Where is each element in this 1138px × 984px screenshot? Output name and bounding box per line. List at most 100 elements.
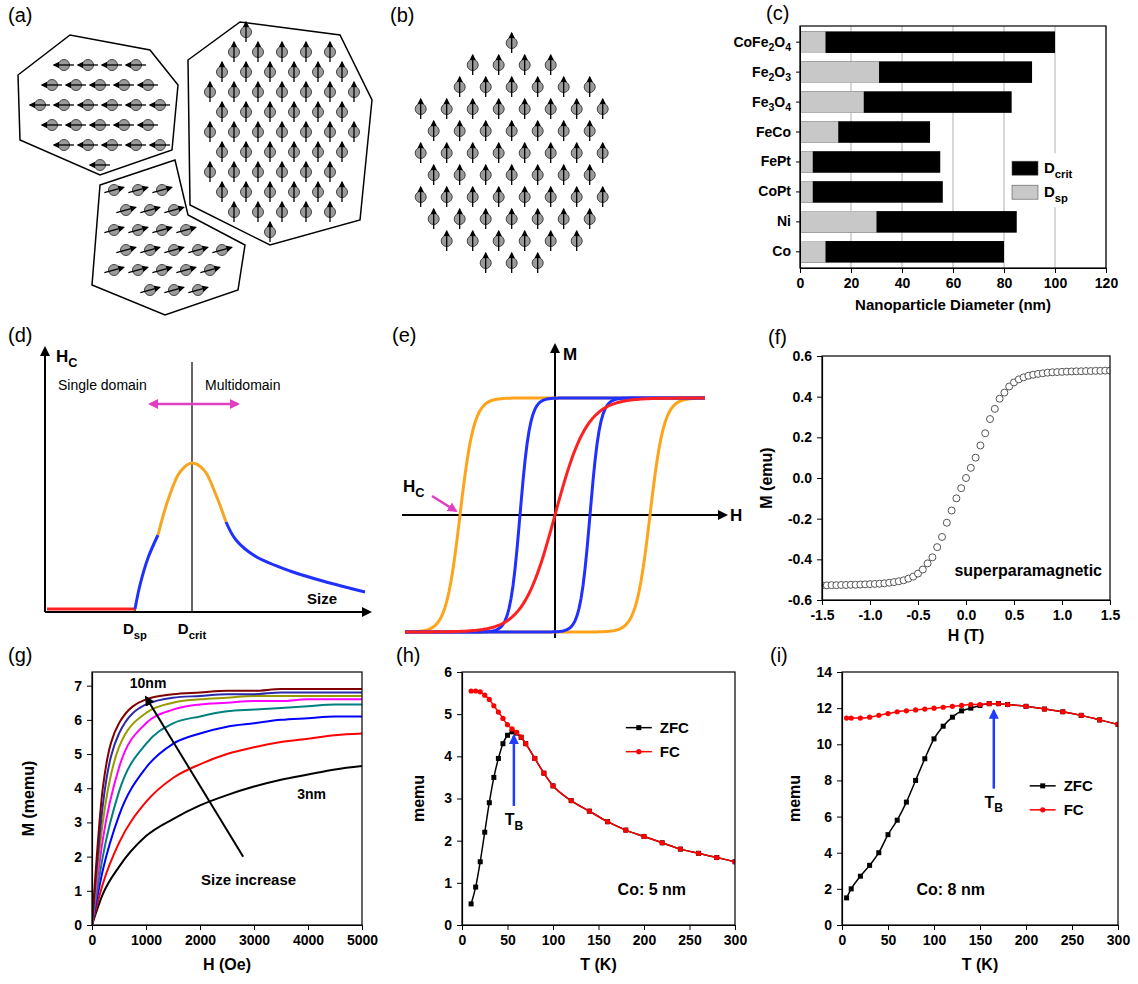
- spin-arrow: [459, 165, 460, 185]
- data-point: [519, 734, 524, 739]
- tick-label: 1: [444, 875, 452, 891]
- text-part: Co: 5 nm: [618, 881, 686, 898]
- axis: 050100150200250300: [459, 925, 748, 948]
- size-label: Dcrit: [178, 620, 207, 641]
- tick-label: 4: [74, 780, 82, 796]
- tick-label: 6: [824, 809, 832, 825]
- data-point: [660, 840, 665, 845]
- text-part: M: [563, 345, 577, 364]
- subscript: B: [994, 801, 1003, 815]
- tick-label: Fe2O3: [752, 64, 791, 83]
- tick-mark: [1118, 925, 1119, 930]
- data-point: [987, 701, 992, 706]
- spin-arrow: [550, 99, 551, 119]
- spin-arrow: [78, 144, 98, 145]
- spin-arrow: [269, 142, 270, 162]
- tick-mark: [553, 925, 554, 930]
- panel-label: (f): [768, 326, 787, 348]
- plot-frame: [462, 672, 735, 925]
- text-part: D: [178, 620, 189, 637]
- spin-arrow: [233, 162, 234, 182]
- data-point: [867, 715, 872, 720]
- text-part: (g): [8, 644, 32, 666]
- tick: 80: [997, 268, 1013, 291]
- spin-arrow: [104, 187, 123, 192]
- tick-label: 0: [824, 917, 832, 933]
- tick: 6: [824, 809, 842, 825]
- spin-arrow: [138, 124, 158, 125]
- data-point: [929, 554, 936, 561]
- text-part: Multidomain: [205, 377, 280, 393]
- spin-arrow: [305, 82, 306, 102]
- spin-arrow: [269, 182, 270, 202]
- tick-mark: [796, 161, 800, 162]
- data-point: [1005, 702, 1010, 707]
- data-point: [931, 706, 936, 711]
- data-point: [886, 832, 891, 837]
- spin-arrow: [420, 143, 421, 163]
- tick-label: 60: [946, 275, 962, 291]
- axis: CoFe2O4Fe2O3Fe3O4FeCoFePtCoPtNiCo: [733, 27, 800, 269]
- spin-arrow: [116, 207, 135, 212]
- panel-h: (h)0501001502002503000123456T (K)memuZFC…: [396, 644, 747, 973]
- tick: -0.4: [788, 551, 822, 567]
- spin-arrow: [116, 247, 135, 252]
- data-point: [1097, 717, 1102, 722]
- data-point: [977, 702, 982, 707]
- tick-mark: [87, 754, 92, 755]
- series-line: [92, 716, 362, 925]
- bar: [800, 91, 1012, 113]
- data-point: [714, 855, 719, 860]
- tick-label: -1.5: [810, 607, 834, 623]
- tick-label: -0.6: [788, 592, 812, 608]
- tick: 2: [824, 881, 842, 897]
- tick-label: 2: [74, 849, 82, 865]
- tick-label: 5: [444, 706, 452, 722]
- spin-arrow: [90, 84, 110, 85]
- spin-arrow: [459, 209, 460, 229]
- tick: 0.0: [957, 600, 977, 623]
- spin-arrow: [563, 77, 564, 97]
- spin-arrow: [90, 164, 110, 165]
- tick-mark: [1072, 925, 1073, 930]
- spin-arrow: [341, 102, 342, 122]
- tick-mark: [1026, 925, 1027, 930]
- data-point: [895, 818, 900, 823]
- data-point: [876, 850, 881, 855]
- spin-arrow: [446, 143, 447, 163]
- tick-label: -0.2: [788, 511, 812, 527]
- tick: Fe2O3: [752, 64, 800, 83]
- tick-mark: [92, 925, 93, 930]
- tick-mark: [254, 925, 255, 930]
- axis-line: [462, 673, 463, 926]
- tick-mark: [800, 268, 801, 273]
- spin-arrow: [66, 124, 86, 125]
- data-point: [922, 706, 927, 711]
- tick-label: 8: [824, 772, 832, 788]
- tick-mark: [837, 744, 842, 745]
- spin-arrow: [114, 124, 134, 125]
- tick-mark: [817, 559, 822, 560]
- data-point: [932, 736, 937, 741]
- spin-arrow: [317, 102, 318, 122]
- text-part: (e): [392, 324, 416, 346]
- text-part: (b): [390, 4, 414, 26]
- axis-title: H (Oe): [203, 956, 251, 973]
- spin-arrow: [78, 64, 98, 65]
- data-point: [523, 741, 528, 746]
- tick: 200: [1015, 925, 1039, 948]
- coercivity-curve: [135, 535, 158, 609]
- tick-mark: [457, 672, 462, 673]
- spin-arrow: [293, 182, 294, 202]
- tick-label: CoPt: [758, 183, 791, 199]
- bar: [800, 181, 943, 203]
- spin-arrow: [329, 202, 330, 222]
- region-label: Single domain: [58, 377, 147, 393]
- spin-arrow: [90, 124, 110, 125]
- data-point: [958, 485, 965, 492]
- trend-arrow: [146, 697, 243, 856]
- bar: [800, 121, 838, 143]
- size-label: Dsp: [123, 620, 147, 641]
- spin-arrow: [257, 202, 258, 222]
- tick: 0: [444, 917, 462, 933]
